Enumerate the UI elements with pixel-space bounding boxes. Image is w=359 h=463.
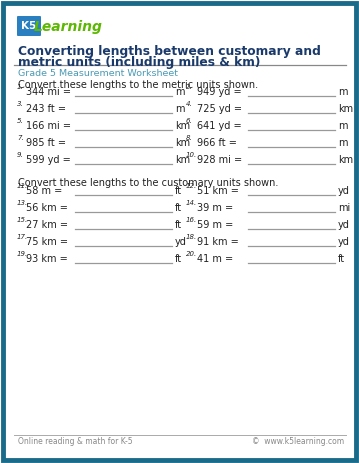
- Text: 8.: 8.: [186, 135, 193, 141]
- Text: 949 yd =: 949 yd =: [197, 87, 242, 97]
- Text: yd: yd: [175, 237, 187, 247]
- Text: 725 yd =: 725 yd =: [197, 104, 242, 114]
- Text: Converting lengths between customary and: Converting lengths between customary and: [18, 45, 321, 58]
- Text: km: km: [175, 138, 190, 148]
- Text: 51 km =: 51 km =: [197, 186, 239, 196]
- Text: 985 ft =: 985 ft =: [26, 138, 66, 148]
- Text: 1.: 1.: [17, 84, 24, 90]
- Text: 93 km =: 93 km =: [26, 254, 68, 264]
- Text: 641 yd =: 641 yd =: [197, 121, 242, 131]
- Text: 6.: 6.: [186, 118, 193, 124]
- Text: 19.: 19.: [17, 251, 28, 257]
- Text: 7.: 7.: [17, 135, 24, 141]
- Text: Grade 5 Measurement Worksheet: Grade 5 Measurement Worksheet: [18, 69, 178, 78]
- Text: yd: yd: [338, 186, 350, 196]
- Text: Online reading & math for K-5: Online reading & math for K-5: [18, 437, 132, 445]
- Text: km: km: [338, 155, 353, 165]
- Text: m: m: [175, 87, 185, 97]
- Text: m: m: [338, 138, 348, 148]
- Text: 20.: 20.: [186, 251, 197, 257]
- Text: 16.: 16.: [186, 217, 197, 223]
- Text: 9.: 9.: [17, 152, 24, 158]
- Text: 17.: 17.: [17, 234, 28, 240]
- Text: 39 m =: 39 m =: [197, 203, 233, 213]
- Text: 12.: 12.: [186, 183, 197, 189]
- Text: 14.: 14.: [186, 200, 197, 206]
- Text: ft: ft: [338, 254, 345, 264]
- Text: 91 km =: 91 km =: [197, 237, 239, 247]
- Text: 75 km =: 75 km =: [26, 237, 68, 247]
- Text: 27 km =: 27 km =: [26, 220, 68, 230]
- Text: K5: K5: [22, 21, 37, 31]
- FancyBboxPatch shape: [17, 16, 41, 36]
- Text: 5.: 5.: [17, 118, 24, 124]
- Text: m: m: [338, 87, 348, 97]
- Text: ft: ft: [175, 220, 182, 230]
- Text: km: km: [175, 155, 190, 165]
- Text: yd: yd: [338, 237, 350, 247]
- Text: 11.: 11.: [17, 183, 28, 189]
- Text: 58 m =: 58 m =: [26, 186, 62, 196]
- Text: 10.: 10.: [186, 152, 197, 158]
- Text: 4.: 4.: [186, 101, 193, 107]
- Text: Convert these lengths to the metric units shown.: Convert these lengths to the metric unit…: [18, 80, 258, 90]
- Text: ft: ft: [175, 186, 182, 196]
- Text: 56 km =: 56 km =: [26, 203, 68, 213]
- Text: 243 ft =: 243 ft =: [26, 104, 66, 114]
- Text: 15.: 15.: [17, 217, 28, 223]
- Text: 3.: 3.: [17, 101, 24, 107]
- Text: Learning: Learning: [33, 20, 102, 34]
- Text: 13.: 13.: [17, 200, 28, 206]
- Text: Convert these lengths to the customary units shown.: Convert these lengths to the customary u…: [18, 178, 278, 188]
- Text: ©  www.k5learning.com: © www.k5learning.com: [252, 437, 344, 445]
- Text: 59 m =: 59 m =: [197, 220, 233, 230]
- Text: ft: ft: [175, 203, 182, 213]
- Text: km: km: [175, 121, 190, 131]
- Text: mi: mi: [338, 203, 350, 213]
- Text: km: km: [338, 104, 353, 114]
- FancyBboxPatch shape: [3, 3, 356, 460]
- Text: 928 mi =: 928 mi =: [197, 155, 242, 165]
- Text: 966 ft =: 966 ft =: [197, 138, 237, 148]
- Text: ft: ft: [175, 254, 182, 264]
- Text: m: m: [175, 104, 185, 114]
- Text: yd: yd: [338, 220, 350, 230]
- Text: 41 m =: 41 m =: [197, 254, 233, 264]
- Text: 344 mi =: 344 mi =: [26, 87, 71, 97]
- Text: 599 yd =: 599 yd =: [26, 155, 71, 165]
- Text: m: m: [338, 121, 348, 131]
- Text: 2.: 2.: [186, 84, 193, 90]
- Text: 166 mi =: 166 mi =: [26, 121, 71, 131]
- Text: 18.: 18.: [186, 234, 197, 240]
- Text: metric units (including miles & km): metric units (including miles & km): [18, 56, 260, 69]
